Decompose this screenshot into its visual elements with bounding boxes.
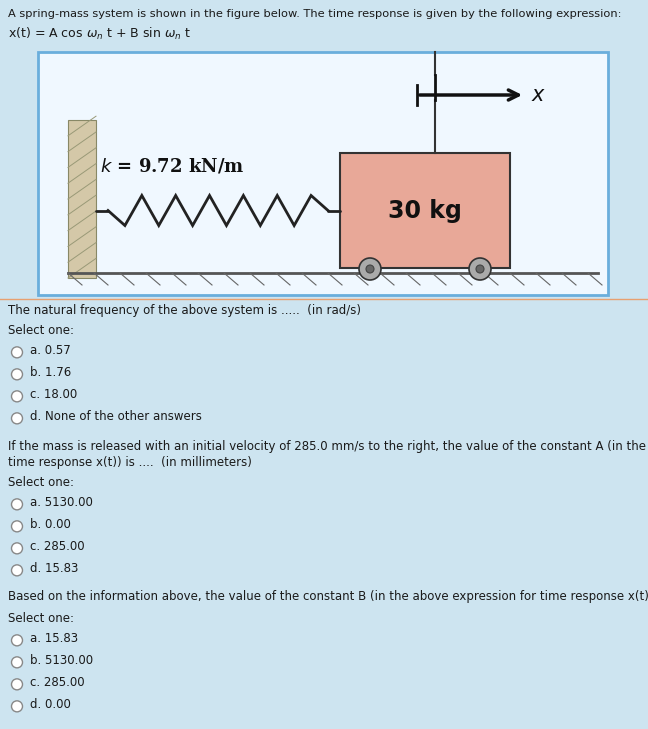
Text: time response x(t)) is ....  (in millimeters): time response x(t)) is .... (in millimet… [8, 456, 252, 469]
Text: The natural frequency of the above system is .....  (in rad/s): The natural frequency of the above syste… [8, 304, 361, 317]
Circle shape [12, 347, 23, 358]
Circle shape [12, 565, 23, 576]
Circle shape [12, 521, 23, 532]
Text: a. 5130.00: a. 5130.00 [30, 496, 93, 509]
Text: d. 0.00: d. 0.00 [30, 698, 71, 711]
Text: d. 15.83: d. 15.83 [30, 562, 78, 575]
Text: Based on the information above, the value of the constant B (in the above expres: Based on the information above, the valu… [8, 590, 648, 603]
Circle shape [12, 701, 23, 712]
Circle shape [366, 265, 374, 273]
Text: If the mass is released with an initial velocity of 285.0 mm/s to the right, the: If the mass is released with an initial … [8, 440, 648, 453]
Text: $k$ = 9.72 kN/m: $k$ = 9.72 kN/m [100, 157, 244, 176]
Circle shape [469, 258, 491, 280]
Circle shape [12, 679, 23, 690]
Text: $x$: $x$ [531, 85, 546, 104]
Circle shape [12, 369, 23, 380]
Circle shape [12, 499, 23, 510]
Text: Select one:: Select one: [8, 476, 74, 489]
Text: b. 5130.00: b. 5130.00 [30, 654, 93, 667]
Circle shape [476, 265, 484, 273]
Text: 30 kg: 30 kg [388, 198, 462, 222]
Bar [340, 153, 510, 268]
Text: b. 1.76: b. 1.76 [30, 366, 71, 379]
Text: b. 0.00: b. 0.00 [30, 518, 71, 531]
Text: Select one:: Select one: [8, 612, 74, 625]
Text: c. 18.00: c. 18.00 [30, 388, 77, 401]
Text: d. None of the other answers: d. None of the other answers [30, 410, 202, 423]
Text: x(t) = A cos $\omega_n$ t + B sin $\omega_n$ t: x(t) = A cos $\omega_n$ t + B sin $\omeg… [8, 26, 191, 42]
Text: a. 0.57: a. 0.57 [30, 344, 71, 357]
Text: c. 285.00: c. 285.00 [30, 676, 85, 689]
Bar [38, 52, 608, 295]
Circle shape [12, 543, 23, 554]
Circle shape [12, 657, 23, 668]
Text: A spring-mass system is shown in the figure below. The time response is given by: A spring-mass system is shown in the fig… [8, 9, 621, 19]
Circle shape [12, 391, 23, 402]
Text: a. 15.83: a. 15.83 [30, 632, 78, 645]
Text: c. 285.00: c. 285.00 [30, 540, 85, 553]
Bar [68, 120, 96, 278]
Circle shape [12, 635, 23, 646]
Circle shape [12, 413, 23, 424]
Text: Select one:: Select one: [8, 324, 74, 337]
Circle shape [359, 258, 381, 280]
